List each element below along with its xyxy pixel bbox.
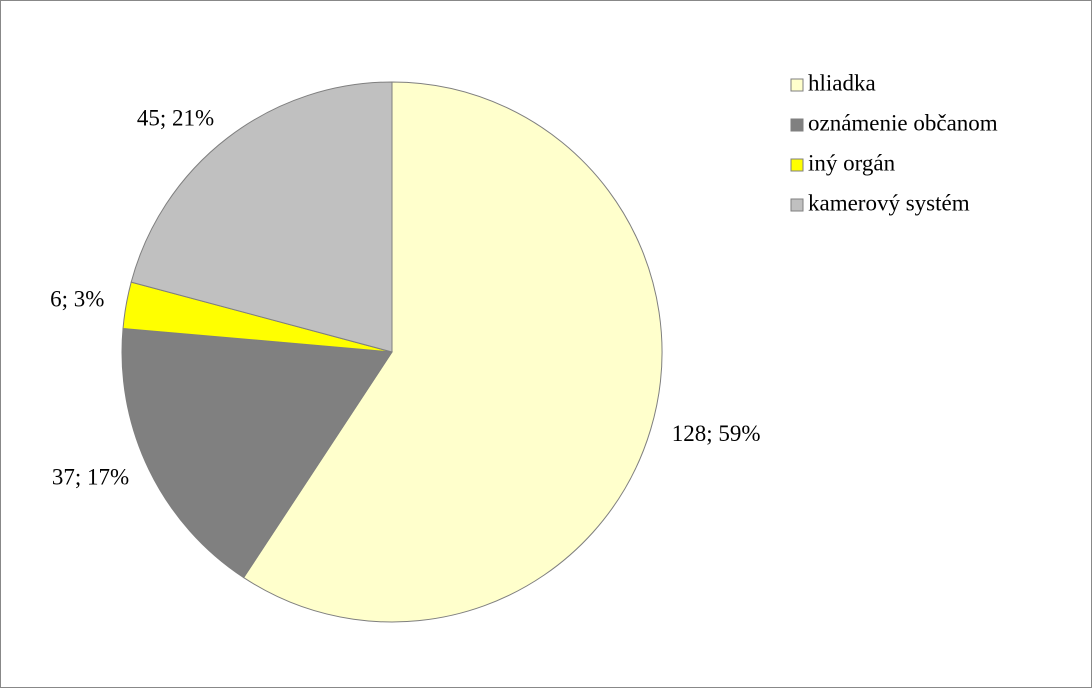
- legend-swatch: [790, 78, 804, 92]
- legend-swatch: [790, 198, 804, 212]
- data-label: 37; 17%: [52, 465, 129, 490]
- pie-slice: [242, 81, 663, 623]
- legend-swatch: [790, 118, 804, 132]
- pie-slice: [121, 327, 393, 579]
- legend-swatch: [790, 158, 804, 172]
- legend-label: hliadka: [808, 70, 876, 95]
- pie-slice: [130, 81, 393, 353]
- legend-label: oznámenie občanom: [808, 110, 998, 135]
- legend-label: iný orgán: [808, 150, 896, 175]
- data-label: 6; 3%: [50, 287, 104, 312]
- legend-label: kamerový systém: [808, 190, 970, 215]
- data-label: 45; 21%: [137, 106, 214, 131]
- data-label: 128; 59%: [672, 421, 761, 446]
